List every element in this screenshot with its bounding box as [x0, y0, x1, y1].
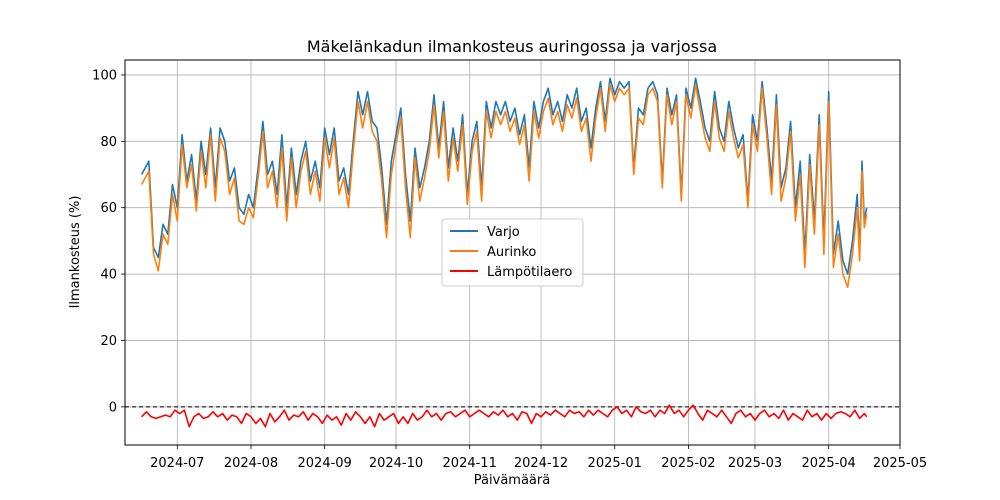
y-tick-label: 80 [100, 135, 117, 150]
x-tick-label: 2024-09 [298, 456, 352, 471]
x-tick-label: 2025-02 [661, 456, 715, 471]
x-tick-label: 2024-11 [443, 456, 497, 471]
plot-frame [124, 59, 901, 446]
y-tick-label: 20 [100, 334, 117, 349]
y-tick-label: 40 [100, 268, 117, 283]
series-line-lampotilaero [141, 404, 868, 428]
x-tick-label: 2024-10 [369, 456, 423, 471]
chart-title: Mäkelänkadun ilmankosteus auringossa ja … [307, 37, 717, 56]
x-tick-label: 2025-03 [728, 456, 782, 471]
tick-layer: 2024-07 2024-08 2024-09 2024-10 2024-11 2024-… [92, 68, 927, 471]
legend: Varjo Aurinko Lämpötilaero [441, 218, 584, 287]
x-tick-label: 2024-08 [224, 456, 278, 471]
series-line-aurinko [140, 84, 868, 289]
y-tick-label: 0 [109, 400, 117, 415]
y-tick-label: 100 [92, 68, 117, 83]
legend-label-varjo: Varjo [487, 225, 520, 240]
y-tick-label: 60 [100, 201, 117, 216]
x-tick-label: 2024-07 [150, 456, 204, 471]
x-tick-label: 2025-04 [802, 456, 856, 471]
x-tick-label: 2024-12 [514, 456, 568, 471]
y-axis-label: Ilmankosteus (%) [68, 196, 83, 309]
x-tick-label: 2025-05 [873, 456, 927, 471]
legend-label-lampotilaero: Lämpötilaero [487, 265, 572, 280]
x-tick-label: 2025-01 [588, 456, 642, 471]
legend-box [441, 218, 584, 287]
x-axis-label: Päivämäärä [474, 473, 550, 488]
series-line-varjo [140, 77, 868, 275]
legend-label-aurinko: Aurinko [487, 245, 536, 260]
series-layer [140, 77, 868, 428]
